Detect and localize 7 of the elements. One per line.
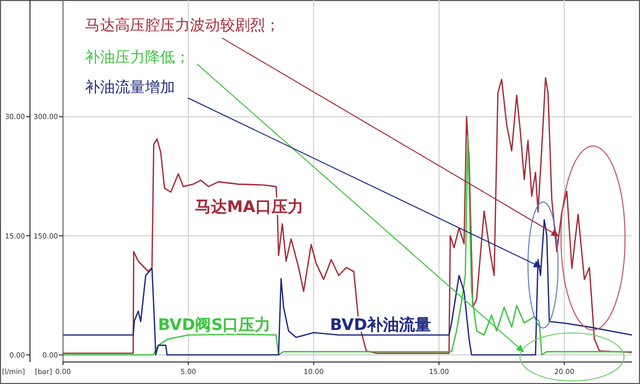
- annotation: 补油压力降低；: [85, 48, 190, 66]
- annotation: 马达高压腔压力波动较剧烈；: [85, 16, 280, 34]
- line-series: [63, 77, 632, 354]
- series-label: BVD阀S口压力: [158, 315, 271, 334]
- line-series: [63, 219, 632, 356]
- line-series: [63, 135, 632, 356]
- annotation: 补油流量增加: [85, 78, 175, 96]
